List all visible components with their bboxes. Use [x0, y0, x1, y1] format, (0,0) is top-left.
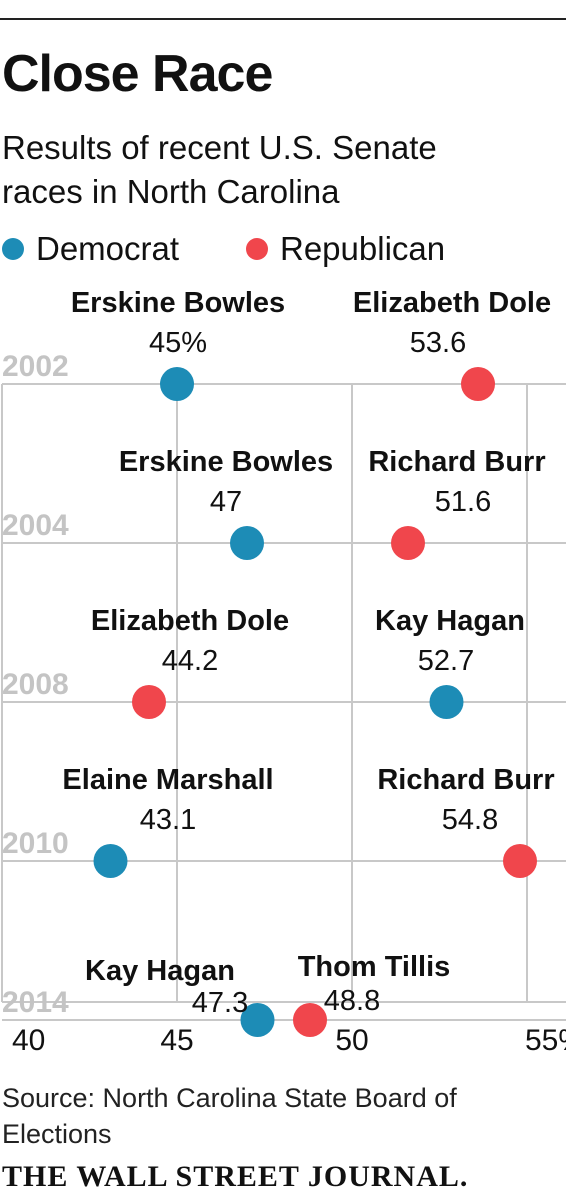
data-point-2002-rep [461, 367, 495, 401]
legend-item-republican: Republican [246, 230, 445, 268]
data-point-2008-dem [429, 685, 464, 719]
legend-label-republican: Republican [280, 230, 446, 267]
chart-subtitle: Results of recent U.S. Senate races in N… [2, 129, 437, 210]
legend-dot-democrat [2, 238, 24, 260]
data-point-2014-rep [293, 1003, 327, 1037]
data-point-2004-dem [230, 526, 264, 560]
value-label-2010-rep: 54.8 [442, 804, 498, 836]
candidate-name-2008-rep: Elizabeth Dole [91, 605, 289, 637]
data-point-2014-dem [240, 1003, 275, 1037]
year-label-2008: 2008 [2, 668, 69, 701]
candidate-name-2004-dem: Erskine Bowles [119, 446, 333, 478]
candidate-name-2014-dem: Kay Hagan [85, 955, 235, 987]
candidate-name-2004-rep: Richard Burr [368, 446, 545, 478]
x-tick-label-40: 40 [12, 1024, 45, 1057]
value-label-2002-rep: 53.6 [410, 327, 466, 359]
value-label-2004-dem: 47 [210, 486, 242, 518]
year-label-2014: 2014 [2, 986, 69, 1019]
value-label-2014-rep: 48.8 [324, 985, 380, 1017]
top-rule [0, 18, 566, 20]
value-label-2002-dem: 45% [149, 327, 207, 359]
value-label-2008-rep: 44.2 [162, 645, 218, 677]
data-point-2010-rep [503, 844, 537, 878]
x-tick-label-45: 45 [160, 1024, 193, 1057]
candidate-name-2010-dem: Elaine Marshall [62, 764, 273, 796]
publisher-logo: THE WALL STREET JOURNAL. [2, 1160, 469, 1193]
data-point-2010-dem [93, 844, 128, 878]
legend-label-democrat: Democrat [36, 230, 180, 267]
value-label-2010-dem: 43.1 [140, 804, 196, 836]
data-point-2002-dem [160, 367, 194, 401]
year-label-2004: 2004 [2, 509, 69, 542]
legend-item-democrat: Democrat [2, 230, 179, 268]
year-label-2002: 2002 [2, 350, 69, 383]
x-tick-label-55: 55% [525, 1024, 566, 1057]
x-tick-label-50: 50 [335, 1024, 368, 1057]
legend-dot-republican [246, 238, 268, 260]
year-label-2010: 2010 [2, 827, 69, 860]
candidate-name-2002-dem: Erskine Bowles [71, 287, 285, 319]
data-point-2008-rep [132, 685, 166, 719]
value-label-2014-dem: 47.3 [192, 987, 248, 1019]
candidate-name-2002-rep: Elizabeth Dole [353, 287, 551, 319]
candidate-name-2010-rep: Richard Burr [377, 764, 554, 796]
data-point-2004-rep [391, 526, 425, 560]
candidate-name-2014-rep: Thom Tillis [298, 951, 451, 983]
chart-title: Close Race [2, 45, 273, 103]
legend: Democrat Republican [0, 230, 560, 270]
value-label-2008-dem: 52.7 [418, 645, 474, 677]
candidate-name-2008-dem: Kay Hagan [375, 605, 525, 637]
value-label-2004-rep: 51.6 [435, 486, 491, 518]
source-note: Source: North Carolina State Board of El… [2, 1083, 457, 1149]
